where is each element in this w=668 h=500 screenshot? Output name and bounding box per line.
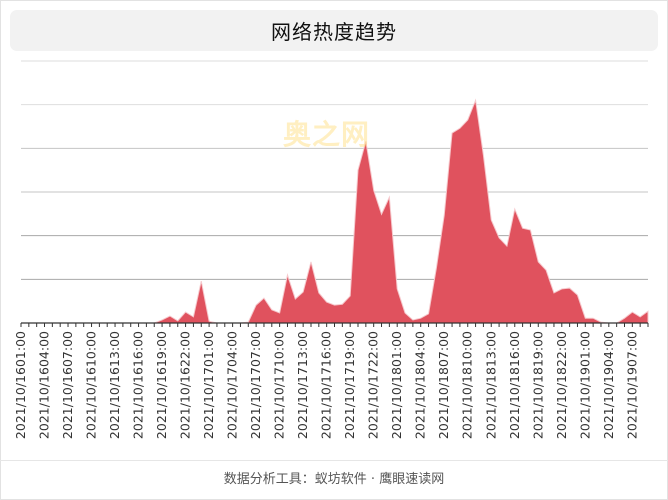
x-axis-label: 2021/10/1807:00 bbox=[436, 331, 451, 439]
x-axis-label: 2021/10/1607:00 bbox=[60, 331, 75, 439]
x-axis-label: 2021/10/1810:00 bbox=[460, 331, 475, 439]
x-axis-label: 2021/10/1601:00 bbox=[13, 331, 28, 439]
x-axis-label: 2021/10/1819:00 bbox=[530, 331, 545, 439]
x-axis-label: 2021/10/1907:00 bbox=[624, 331, 639, 439]
x-axis bbox=[20, 322, 649, 327]
x-axis-labels: 2021/10/1601:00 2021/10/1604:00 2021/10/16… bbox=[13, 331, 639, 439]
x-axis-label: 2021/10/1904:00 bbox=[601, 331, 616, 439]
x-axis-label: 2021/10/1622:00 bbox=[178, 331, 193, 439]
x-axis-label: 2021/10/1716:00 bbox=[319, 331, 334, 439]
x-axis-label: 2021/10/1813:00 bbox=[483, 331, 498, 439]
x-axis-label: 2021/10/1801:00 bbox=[389, 331, 404, 439]
x-axis-label: 2021/10/1604:00 bbox=[37, 331, 52, 439]
x-axis-label: 2021/10/1710:00 bbox=[272, 331, 287, 439]
x-axis-label: 2021/10/1701:00 bbox=[201, 331, 216, 439]
chart-plot: 2021/10/1601:00 2021/10/1604:00 2021/10/16… bbox=[13, 60, 649, 439]
watermark: 奥之网 bbox=[283, 118, 371, 151]
x-axis-label: 2021/10/1707:00 bbox=[248, 331, 263, 439]
x-axis-label: 2021/10/1610:00 bbox=[84, 331, 99, 439]
x-axis-label: 2021/10/1804:00 bbox=[413, 331, 428, 439]
x-axis-label: 2021/10/1704:00 bbox=[225, 331, 240, 439]
chart-title: 网络热度趋势 bbox=[271, 20, 397, 44]
x-axis-label: 2021/10/1713:00 bbox=[295, 331, 310, 439]
x-axis-label: 2021/10/1719:00 bbox=[342, 331, 357, 439]
x-axis-label: 2021/10/1616:00 bbox=[131, 331, 146, 439]
x-axis-label: 2021/10/1619:00 bbox=[154, 331, 169, 439]
x-axis-label: 2021/10/1613:00 bbox=[107, 331, 122, 439]
chart-title-bar: 网络热度趋势 bbox=[10, 10, 658, 51]
footer-divider bbox=[0, 460, 668, 461]
x-axis-label: 2021/10/1901:00 bbox=[577, 331, 592, 439]
x-axis-label: 2021/10/1722:00 bbox=[366, 331, 381, 439]
x-axis-label: 2021/10/1822:00 bbox=[554, 331, 569, 439]
x-axis-label: 2021/10/1816:00 bbox=[507, 331, 522, 439]
footer-source: 数据分析工具：蚁坊软件 · 鹰眼速读网 bbox=[223, 471, 445, 487]
gridlines bbox=[21, 60, 648, 280]
